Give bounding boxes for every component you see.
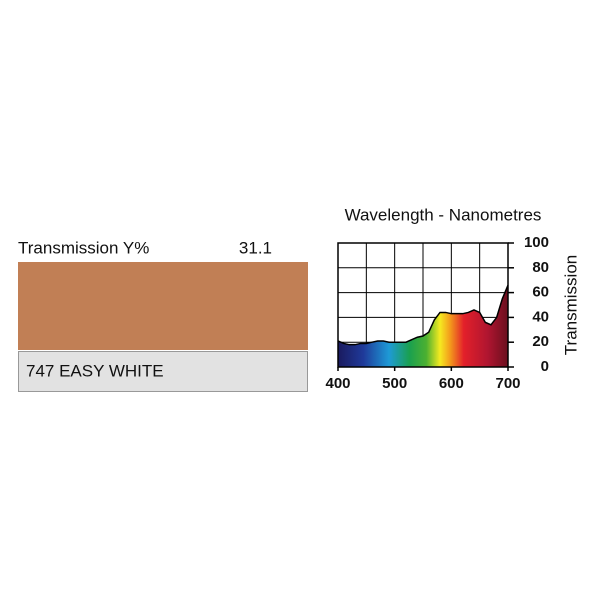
x-tick-label: 500 xyxy=(382,375,407,392)
x-tick-label: 600 xyxy=(439,375,464,392)
plot-border xyxy=(337,242,509,368)
spectrum-area xyxy=(338,285,508,367)
y-tick-label: 60 xyxy=(532,284,549,301)
y-tick-label: 40 xyxy=(532,308,549,325)
color-swatch xyxy=(18,262,308,350)
x-tick-label: 400 xyxy=(325,375,350,392)
y-tick-label: 0 xyxy=(541,358,549,375)
y-tick-label: 20 xyxy=(532,333,549,350)
filter-name: 747 EASY WHITE xyxy=(26,361,164,380)
transmission-value: 31.1 xyxy=(239,238,272,257)
swatch-label: Transmission Y% xyxy=(18,238,149,257)
y-tick-label: 100 xyxy=(524,234,549,251)
y-axis-label: Transmission xyxy=(561,255,580,355)
y-tick-label: 80 xyxy=(532,259,549,276)
x-tick-label: 700 xyxy=(495,375,520,392)
spectrum-line xyxy=(337,284,509,346)
chart-title: Wavelength - Nanometres xyxy=(345,205,542,224)
chart: 0 20 40 60 80 100 400 500 600 700 xyxy=(325,234,549,392)
name-box xyxy=(18,351,308,392)
